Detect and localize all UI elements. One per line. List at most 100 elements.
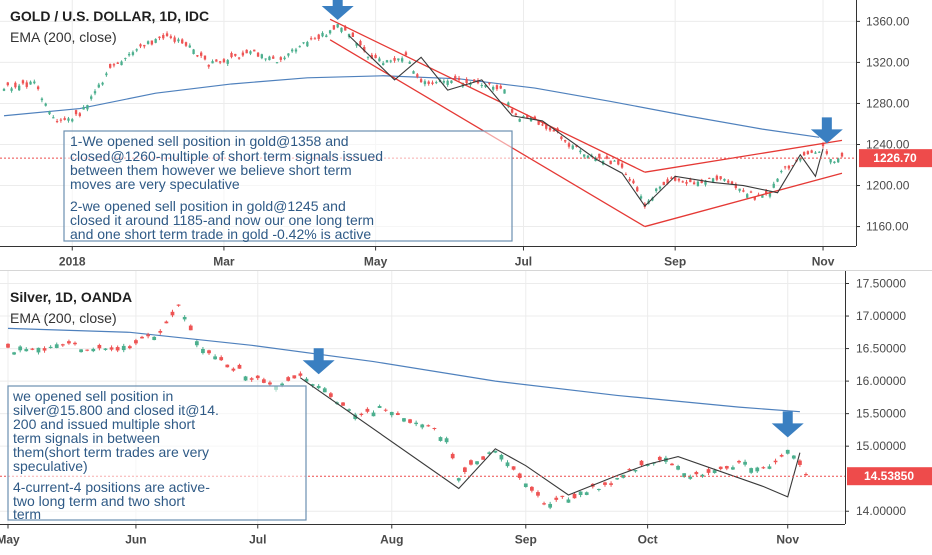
silver-candles	[6, 304, 808, 510]
gold-candle-body	[287, 53, 290, 56]
gold-candle-body	[40, 98, 44, 101]
gold-candle	[336, 23, 339, 29]
gold-channel-line	[329, 18, 646, 173]
silver-candle	[97, 343, 102, 351]
gold-candle	[298, 45, 301, 48]
gold-candle-body	[211, 61, 214, 64]
gold-candle	[727, 179, 730, 185]
silver-candle	[316, 384, 321, 390]
silver-candle-body	[414, 422, 419, 425]
gold-candle	[124, 57, 127, 61]
gold-candle-body	[746, 194, 749, 198]
gold-candle	[605, 154, 609, 160]
silver-candle-body	[487, 452, 492, 454]
silver-candle	[255, 375, 260, 381]
silver-candle	[201, 346, 205, 355]
gold-candle-body	[245, 49, 248, 54]
silver-candle-body	[493, 450, 498, 453]
silver-candle-body	[657, 456, 662, 461]
gold-candle	[97, 82, 100, 89]
gold-candle-body	[169, 36, 173, 38]
silver-x-tick-label: Aug	[380, 533, 403, 547]
gold-candle	[746, 192, 749, 199]
silver-candle	[493, 450, 498, 454]
silver-candle-body	[462, 467, 467, 473]
silver-candle	[420, 423, 425, 430]
gold-candle-body	[116, 62, 119, 64]
silver-candle	[85, 349, 90, 352]
gold-candle	[620, 162, 624, 169]
silver-price-axis[interactable]: 17.50000 17.00000 16.50000 16.00000 15.50000…	[845, 271, 906, 524]
gold-candle-body	[264, 58, 267, 60]
gold-price-axis[interactable]: 1360.00 1320.00 1280.00 1240.00 1200.00 1160.…	[856, 0, 910, 246]
gold-candle	[579, 148, 582, 155]
gold-candle-body	[294, 49, 298, 52]
silver-candle-body	[609, 483, 613, 485]
silver-candle-body	[60, 344, 65, 346]
silver-candle-body	[706, 469, 711, 473]
silver-candle-body	[450, 453, 455, 459]
gold-candle-body	[188, 45, 191, 48]
gold-candle-body	[427, 81, 430, 84]
silver-candle	[12, 351, 16, 356]
gold-candle-body	[408, 61, 411, 64]
gold-candle	[10, 86, 13, 93]
gold-candle-body	[146, 41, 150, 44]
gold-candle-body	[806, 151, 810, 155]
silver-candle	[670, 462, 674, 466]
silver-candle-body	[6, 343, 10, 348]
gold-candle-body	[507, 102, 510, 107]
gold-time-axis[interactable]: 2018 Mar May Jul Sep Nov	[0, 246, 856, 269]
silver-annotation-line: silver@15.800 and closed it@14.	[13, 402, 219, 418]
silver-candle	[225, 364, 230, 368]
gold-candle	[71, 118, 74, 123]
silver-candle-body	[402, 418, 406, 422]
gold-candle-body	[71, 119, 74, 122]
silver-candle-body	[231, 368, 236, 371]
gold-candle-body	[48, 111, 51, 115]
gold-candle-body	[488, 82, 491, 84]
silver-candle-body	[511, 466, 516, 470]
gold-candle-body	[158, 36, 161, 39]
gold-candle-body	[700, 179, 703, 184]
gold-candle-body	[545, 124, 548, 129]
silver-candle	[213, 354, 217, 360]
silver-candle-body	[603, 482, 607, 485]
gold-candle	[120, 60, 123, 66]
gold-candle	[21, 79, 25, 85]
silver-candle	[731, 465, 735, 471]
gold-candle-body	[791, 165, 794, 167]
gold-y-tick-label: 1200.00	[866, 179, 910, 193]
silver-candle-body	[219, 357, 224, 361]
gold-candle-body	[491, 86, 495, 90]
gold-candle-body	[685, 181, 688, 184]
gold-candle-body	[222, 59, 226, 63]
gold-candle	[393, 56, 396, 63]
silver-time-axis[interactable]: May Jun Jul Aug Sep Oct Nov	[0, 524, 845, 547]
gold-candle	[105, 71, 108, 77]
gold-candle	[165, 31, 169, 37]
silver-candle-body	[737, 460, 741, 463]
silver-candle-body	[444, 438, 449, 443]
silver-candle	[487, 451, 492, 455]
gold-candle-body	[131, 52, 135, 55]
gold-candle	[677, 178, 681, 183]
silver-candle-body	[499, 454, 504, 460]
gold-candle-body	[328, 30, 332, 34]
gold-candle	[309, 36, 313, 41]
silver-candle	[207, 349, 211, 355]
gold-candle-body	[522, 116, 525, 118]
silver-ema-polyline	[7, 327, 800, 413]
silver-candle-body	[24, 349, 29, 352]
gold-candle-body	[382, 63, 385, 66]
gold-candle-body	[124, 57, 127, 59]
gold-candle	[435, 80, 438, 85]
gold-candle-body	[594, 158, 597, 162]
gold-candle-body	[829, 158, 832, 163]
gold-candle	[685, 179, 688, 186]
gold-candle	[457, 75, 461, 83]
gold-candle-body	[291, 49, 294, 52]
silver-candle-body	[188, 325, 193, 331]
silver-candle-body	[700, 474, 705, 477]
